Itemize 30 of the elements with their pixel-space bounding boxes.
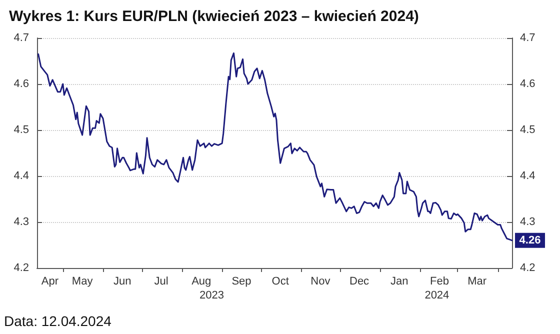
x2-tick-label: 2024 [424,290,450,302]
y2-tick-label: 4.7 [520,32,536,44]
y2-tick-label: 4.6 [520,78,536,90]
x-tick-label: May [72,276,94,288]
y-tick-label: 4.7 [14,32,29,44]
y-tick-label: 4.2 [14,262,29,274]
y2-tick-label: 4.5 [520,124,536,136]
x-tick-label: Apr [41,276,59,288]
y2-tick-label: 4.2 [520,262,536,274]
y-tick-label: 4.6 [14,78,29,90]
chart-title: Wykres 1: Kurs EUR/PLN (kwiecień 2023 – kwiecień 2024) [9,8,419,25]
annotation: 4.26 [519,234,541,246]
x-tick-label: Feb [430,276,450,288]
x-tick-label: Dec [349,276,370,288]
y-tick-label: 4.3 [14,216,29,228]
x2-tick-label: 2023 [199,290,224,302]
x-tick-label: Mar [468,276,487,288]
y2-tick-label: 4.4 [520,170,536,182]
x-tick-label: Jan [390,276,408,288]
line-series [38,52,513,242]
x-tick-label: Aug [192,276,212,288]
x-tick-label: Nov [310,276,331,288]
x-tick-label: Sep [232,276,252,288]
x-tick-label: Jun [114,276,132,288]
x-tick-label: Oct [272,276,289,288]
y-tick-label: 4.5 [14,124,29,136]
text: Data: 12.04.2024 [4,313,112,329]
y-tick-label: 4.4 [14,170,29,182]
y2-tick-label: 4.3 [520,216,536,228]
x-tick-label: Jul [154,276,168,288]
